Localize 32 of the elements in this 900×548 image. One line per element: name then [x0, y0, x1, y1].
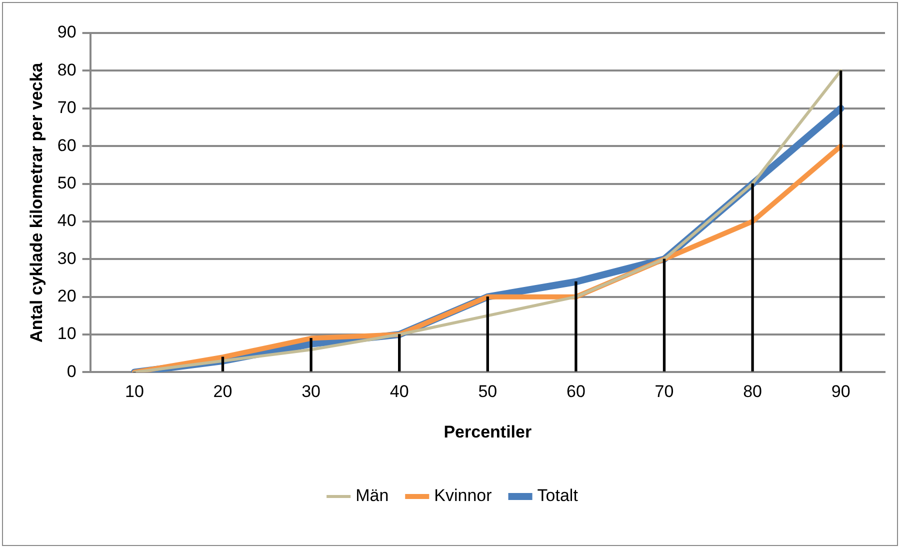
- bar: [574, 281, 578, 372]
- y-tick-label: 10: [57, 324, 76, 344]
- y-tick-label: 30: [57, 248, 76, 268]
- y-tick-label: 70: [57, 98, 76, 118]
- bar: [751, 183, 754, 372]
- y-axis-title: Antal cyklade kilometrar per vecka: [26, 62, 46, 342]
- y-tick-label: 80: [57, 60, 76, 80]
- legend-label: Kvinnor: [434, 486, 492, 506]
- x-tick-label: 60: [566, 382, 586, 402]
- y-tick-label: 50: [57, 173, 76, 192]
- bar: [398, 334, 401, 372]
- x-tick-label: 30: [302, 382, 321, 402]
- y-tick-label: 90: [57, 22, 76, 42]
- y-tick-label: 0: [66, 362, 76, 381]
- x-tick-label: 20: [213, 382, 232, 402]
- x-tick-label: 70: [654, 382, 674, 402]
- x-tick-label: 10: [125, 382, 144, 402]
- x-tick-label: 80: [743, 382, 762, 402]
- y-tick-label: 40: [57, 211, 76, 230]
- x-tick-label: 90: [831, 382, 850, 402]
- bar: [662, 258, 666, 372]
- legend-label: Män: [356, 486, 389, 506]
- y-tick-label: 60: [57, 136, 76, 155]
- bar: [840, 70, 842, 372]
- bar: [486, 296, 489, 372]
- y-tick-label: 20: [57, 286, 76, 306]
- bar: [310, 338, 312, 372]
- x-tick-label: 50: [478, 382, 498, 402]
- bar: [221, 356, 224, 372]
- legend-label: Totalt: [537, 486, 578, 506]
- x-axis-title: Percentiler: [444, 422, 532, 442]
- x-tick-label: 40: [390, 382, 409, 402]
